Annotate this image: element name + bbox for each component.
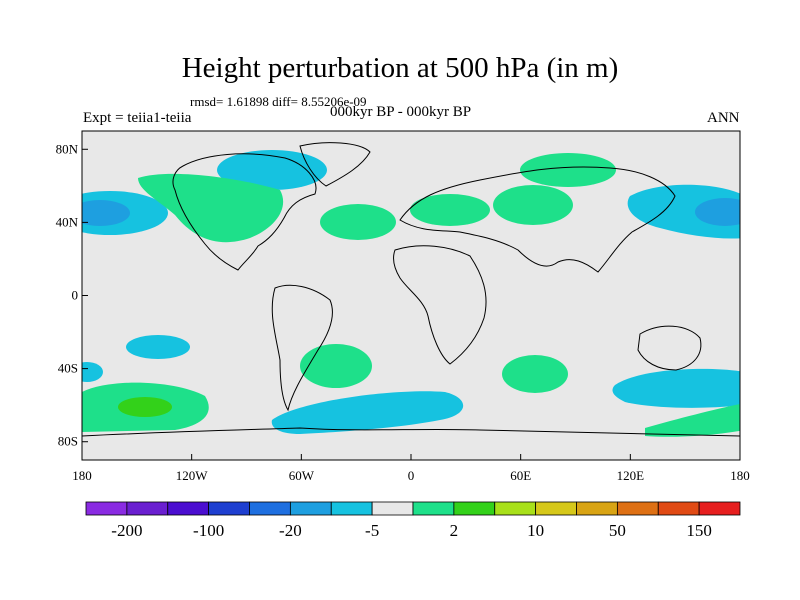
anomaly-shading (82, 150, 740, 437)
lon-tick-label: 60E (510, 468, 531, 483)
africa-outline (393, 245, 487, 365)
australia-outline (637, 325, 702, 371)
colorbar-swatch (330, 501, 373, 516)
antarctica-outline (82, 427, 740, 437)
colorbar-label: 10 (527, 521, 544, 540)
anomaly-europe (410, 194, 490, 226)
colorbar-labels: -200 -100 -20 -5 2 10 50 150 (111, 521, 712, 540)
anomaly-south-pacific-high-core (118, 397, 172, 417)
colorbar-swatch (698, 501, 741, 516)
colorbar-swatch (289, 501, 332, 516)
season-label: ANN (707, 110, 740, 126)
latitude-axis: 80N 40N 0 40S 80S (56, 141, 88, 449)
colorbar-swatch (208, 501, 250, 516)
colorbar-label: 2 (450, 521, 459, 540)
anomaly-japan-pacific-core (695, 198, 740, 226)
anomaly-southern-ocean-australia (612, 368, 740, 408)
colorbar-swatch (412, 501, 455, 516)
anomaly-north-atlantic (320, 204, 396, 240)
lat-tick-label: 0 (72, 288, 79, 303)
south-america-outline (271, 284, 333, 412)
lat-tick-label: 80S (58, 434, 78, 449)
anomaly-hudson-bay (217, 150, 327, 190)
europe-asia-outline (399, 166, 676, 273)
lon-tick-label: 120W (176, 468, 209, 483)
lon-tick-label: 180 (730, 468, 750, 483)
anomaly-siberia (520, 153, 616, 187)
chart-title: Height perturbation at 500 hPa (in m) (181, 52, 619, 84)
colorbar-swatch (616, 501, 659, 516)
lon-tick-label: 120E (617, 468, 645, 483)
lat-tick-label: 80N (56, 141, 79, 156)
lat-tick-label: 40N (56, 214, 79, 229)
anomaly-southern-ocean-atlantic (271, 391, 464, 434)
anomaly-japan-pacific (627, 184, 740, 239)
coastlines (82, 142, 740, 437)
anomaly-south-atlantic (300, 344, 372, 388)
colorbar-label: 50 (609, 521, 626, 540)
lat-tick-label: 40S (58, 361, 78, 376)
colorbar-swatch (657, 501, 700, 516)
colorbar-swatch (535, 501, 577, 516)
anomaly-north-america (138, 173, 284, 243)
rmsd-diff-text: rmsd= 1.61898 diff= 8.55206e-09 (190, 94, 367, 109)
colorbar-label: -20 (279, 521, 302, 540)
colorbar (85, 501, 741, 516)
colorbar-swatch (576, 501, 618, 516)
colorbar-label: -5 (365, 521, 379, 540)
map-plot-area (82, 131, 740, 460)
colorbar-swatch (85, 501, 128, 516)
north-america-outline (172, 153, 317, 271)
anomaly-south-indian (502, 355, 568, 393)
chart-subtitle: 000kyr BP - 000kyr BP (330, 104, 472, 120)
anomaly-south-pacific-west (82, 362, 103, 382)
anomaly-southern-ocean-pacific (645, 404, 740, 437)
anomaly-central-asia (493, 185, 573, 225)
colorbar-label: -200 (111, 521, 142, 540)
anomaly-north-pacific-west-core (82, 200, 130, 226)
colorbar-swatch (371, 501, 414, 516)
colorbar-swatch (453, 501, 496, 516)
colorbar-label: 150 (686, 521, 712, 540)
lon-tick-label: 60W (289, 468, 315, 483)
lon-tick-label: 0 (408, 468, 415, 483)
experiment-label: Expt = teiia1-teiia (83, 110, 192, 126)
greenland-outline (299, 142, 371, 187)
colorbar-swatch (126, 501, 169, 516)
anomaly-south-pacific (126, 335, 190, 359)
colorbar-swatch (249, 501, 291, 516)
longitude-axis: 180 120W 60W 0 60E 120E 180 (72, 454, 750, 483)
lon-tick-label: 180 (72, 468, 92, 483)
colorbar-label: -100 (193, 521, 224, 540)
colorbar-swatch (494, 501, 537, 516)
colorbar-swatch (167, 501, 210, 516)
